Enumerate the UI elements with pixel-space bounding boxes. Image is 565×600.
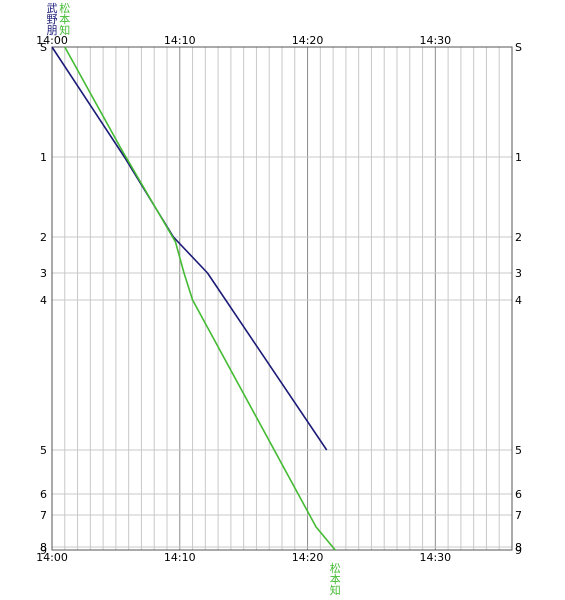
series-start-label-char: 朋 xyxy=(47,24,58,37)
station-label-right: 8 xyxy=(515,541,522,554)
time-tick-label-bottom: 14:30 xyxy=(419,551,451,564)
series-end-label-char: 本 xyxy=(330,572,341,586)
plot-border xyxy=(51,46,513,551)
series-line xyxy=(51,46,328,451)
station-label-left: 8 xyxy=(40,541,47,554)
station-label-left: 3 xyxy=(40,267,47,280)
grid xyxy=(51,46,513,551)
station-label-left: 7 xyxy=(40,509,47,522)
station-label-right: 6 xyxy=(515,488,522,501)
time-tick-label-bottom: 14:10 xyxy=(164,551,196,564)
station-label-right: 2 xyxy=(515,231,522,244)
station-label-right: 7 xyxy=(515,509,522,522)
time-tick-label-top: 14:20 xyxy=(292,34,324,47)
time-tick-label-top: 14:10 xyxy=(164,34,196,47)
station-label-right: 3 xyxy=(515,267,522,280)
series-start-label-char: 本 xyxy=(59,12,70,26)
plot-frame xyxy=(51,46,513,551)
series-lines xyxy=(51,46,336,551)
series-start-label-char: 知 xyxy=(59,23,70,37)
station-label-right: 1 xyxy=(515,151,522,164)
station-labels: S S1 12 23 34 45 56 67 78 89 9 xyxy=(40,41,522,557)
series-line xyxy=(64,46,336,551)
station-label-left: 4 xyxy=(40,294,47,307)
station-label-left: 5 xyxy=(40,444,47,457)
station-label-left: 1 xyxy=(40,151,47,164)
station-label-left: 2 xyxy=(40,231,47,244)
station-label-left: 6 xyxy=(40,488,47,501)
series-start-label-char: 武 xyxy=(47,2,58,15)
station-label-left: 9 xyxy=(40,544,47,557)
time-tick-labels: 14:00 14:00 14:10 14:10 14:20 14:20 14:30 14:30 xyxy=(36,34,451,564)
station-label-left: S xyxy=(40,41,47,54)
series-start-label-char: 松 xyxy=(59,1,70,15)
station-label-right: S xyxy=(515,41,522,54)
series-start-label-char: 野 xyxy=(47,13,58,26)
time-tick-label-top: 14:30 xyxy=(419,34,451,47)
series-end-label-char: 知 xyxy=(330,583,341,597)
time-tick-label-bottom: 14:20 xyxy=(292,551,324,564)
series-end-label-char: 松 xyxy=(330,561,341,575)
station-label-right: 5 xyxy=(515,444,522,457)
station-label-right: 9 xyxy=(515,544,522,557)
time-tick-label-bottom: 14:00 xyxy=(36,551,68,564)
station-label-right: 4 xyxy=(515,294,522,307)
time-tick-label-top: 14:00 xyxy=(36,34,68,47)
